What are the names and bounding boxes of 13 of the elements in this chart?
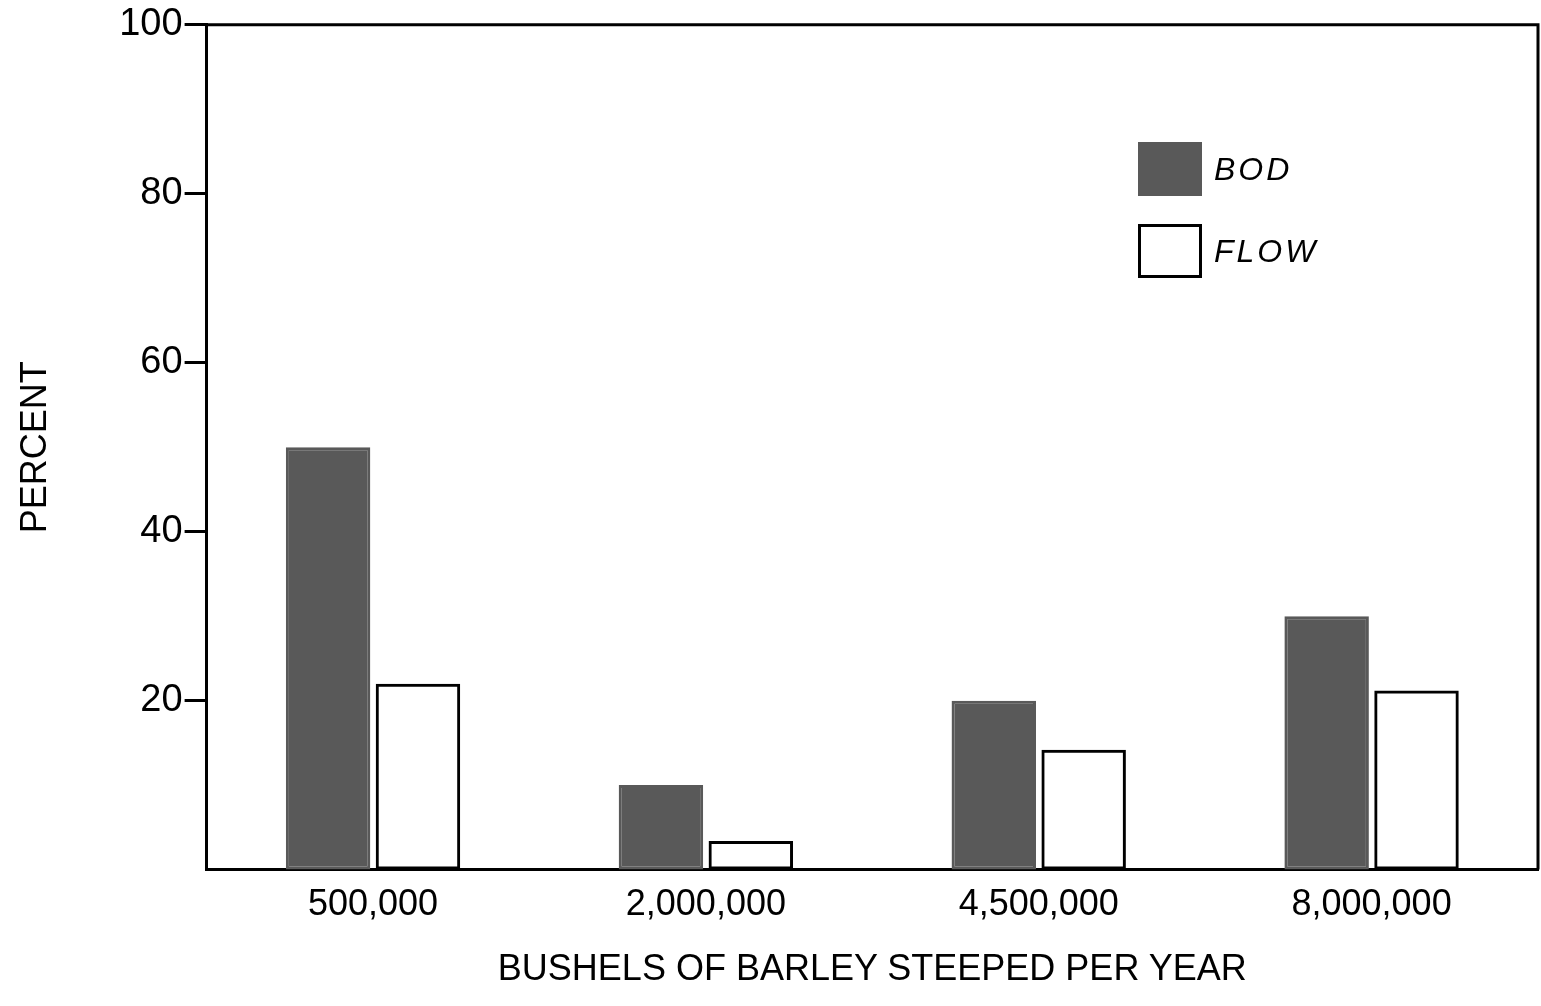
y-tick-label: 40 xyxy=(140,508,183,551)
x-tick-label: 2,000,000 xyxy=(625,882,786,924)
y-tick-label: 80 xyxy=(140,170,183,213)
legend-label: BOD xyxy=(1214,150,1293,188)
y-axis-title: PERCENT xyxy=(12,361,54,534)
x-axis-title: BUSHELS OF BARLEY STEEPED PER YEAR xyxy=(497,947,1247,989)
x-tick-label: 4,500,000 xyxy=(958,882,1119,924)
x-tick-label: 8,000,000 xyxy=(1291,882,1452,924)
y-tick-label: 100 xyxy=(119,1,183,44)
x-tick-label: 500,000 xyxy=(307,882,439,924)
legend-label: FLOW xyxy=(1214,232,1319,270)
y-tick-label: 60 xyxy=(140,339,183,382)
y-tick-label: 20 xyxy=(140,677,183,720)
